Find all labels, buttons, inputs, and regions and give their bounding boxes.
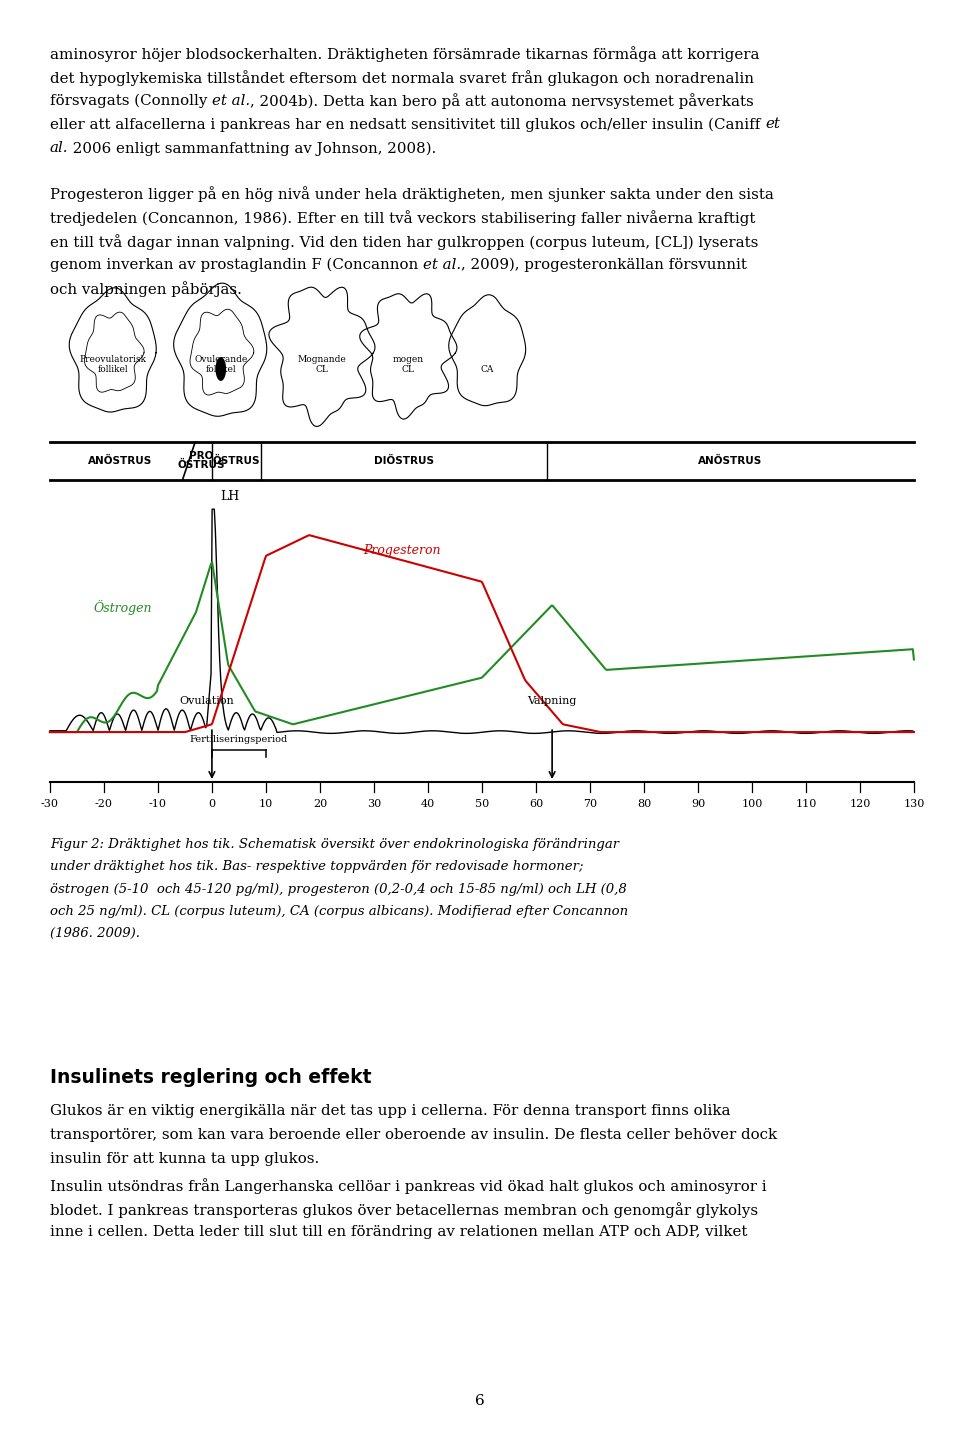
- Text: Insulin utsöndras från Langerhanska cellöar i pankreas vid ökad halt glukos och : Insulin utsöndras från Langerhanska cell…: [50, 1178, 766, 1194]
- Text: 50: 50: [475, 799, 489, 809]
- Text: försvagats (Connolly: försvagats (Connolly: [50, 94, 212, 108]
- Text: 90: 90: [691, 799, 705, 809]
- Text: Östrogen: Östrogen: [93, 600, 152, 615]
- Text: 70: 70: [583, 799, 597, 809]
- Text: 10: 10: [259, 799, 273, 809]
- Text: Ovulation: Ovulation: [180, 696, 234, 706]
- Text: under dräktighet hos tik. Bas- respektive toppvärden för redovisade hormoner;: under dräktighet hos tik. Bas- respektiv…: [50, 861, 584, 874]
- Text: DIÖSTRUS: DIÖSTRUS: [373, 456, 434, 465]
- Text: 120: 120: [850, 799, 871, 809]
- Text: Mognande
CL: Mognande CL: [298, 356, 346, 374]
- Text: 6: 6: [475, 1394, 485, 1408]
- Text: 60: 60: [529, 799, 543, 809]
- Text: ÖSTRUS: ÖSTRUS: [212, 456, 260, 465]
- Text: Insulinets reglering och effekt: Insulinets reglering och effekt: [50, 1068, 372, 1087]
- Text: Glukos är en viktig energikälla när det tas upp i cellerna. För denna transport : Glukos är en viktig energikälla när det …: [50, 1104, 731, 1119]
- Text: 80: 80: [636, 799, 651, 809]
- Text: aminosyror höjer blodsockerhalten. Dräktigheten försämrade tikarnas förmåga att : aminosyror höjer blodsockerhalten. Dräkt…: [50, 46, 759, 62]
- Text: blodet. I pankreas transporteras glukos över betacellernas membran och genomgår : blodet. I pankreas transporteras glukos …: [50, 1201, 758, 1218]
- Text: PRO
ÖSTRUS: PRO ÖSTRUS: [178, 451, 225, 471]
- Text: ANÖSTRUS: ANÖSTRUS: [88, 456, 153, 465]
- Text: Progesteron: Progesteron: [363, 544, 441, 557]
- Text: et al.: et al.: [423, 258, 461, 272]
- Text: 20: 20: [313, 799, 327, 809]
- Text: 40: 40: [420, 799, 435, 809]
- Text: Figur 2: Dräktighet hos tik. Schematisk översikt över endokrinologiska förändrin: Figur 2: Dräktighet hos tik. Schematisk …: [50, 838, 619, 851]
- Text: östrogen (5-10  och 45-120 pg/ml), progesteron (0,2-0,4 och 15-85 ng/ml) och LH : östrogen (5-10 och 45-120 pg/ml), proges…: [50, 883, 627, 896]
- Text: et al.: et al.: [212, 94, 251, 108]
- Text: (1986. 2009).: (1986. 2009).: [50, 927, 140, 940]
- Text: tredjedelen (Concannon, 1986). Efter en till två veckors stabilisering faller ni: tredjedelen (Concannon, 1986). Efter en …: [50, 210, 756, 226]
- Text: eller att alfacellerna i pankreas har en nedsatt sensitivitet till glukos och/el: eller att alfacellerna i pankreas har en…: [50, 117, 765, 131]
- Text: Ovulerande
follikel: Ovulerande follikel: [194, 356, 248, 374]
- Text: 0: 0: [208, 799, 215, 809]
- Text: -30: -30: [41, 799, 59, 809]
- Text: insulin för att kunna ta upp glukos.: insulin för att kunna ta upp glukos.: [50, 1152, 319, 1166]
- Text: al.: al.: [50, 141, 68, 156]
- Text: 100: 100: [741, 799, 762, 809]
- Text: 130: 130: [903, 799, 924, 809]
- Text: och 25 ng/ml). CL (corpus luteum), CA (corpus albicans). Modifierad efter Concan: och 25 ng/ml). CL (corpus luteum), CA (c…: [50, 904, 628, 919]
- Text: ANÖSTRUS: ANÖSTRUS: [698, 456, 762, 465]
- Text: en till två dagar innan valpning. Vid den tiden har gulkroppen (corpus luteum, [: en till två dagar innan valpning. Vid de…: [50, 233, 758, 251]
- Text: Valpning: Valpning: [527, 696, 577, 706]
- Text: inne i cellen. Detta leder till slut till en förändring av relationen mellan ATP: inne i cellen. Detta leder till slut til…: [50, 1225, 747, 1240]
- Text: Fertiliseringsperiod: Fertiliseringsperiod: [190, 736, 288, 744]
- Text: mogen
CL: mogen CL: [393, 356, 423, 374]
- Text: et: et: [765, 117, 780, 131]
- Text: -10: -10: [149, 799, 167, 809]
- Text: transportörer, som kan vara beroende eller oberoende av insulin. De flesta celle: transportörer, som kan vara beroende ell…: [50, 1129, 777, 1142]
- Text: 2006 enligt sammanfattning av Johnson, 2008).: 2006 enligt sammanfattning av Johnson, 2…: [68, 141, 437, 156]
- Text: och valpningen påbörjas.: och valpningen påbörjas.: [50, 281, 242, 298]
- Text: Progesteron ligger på en hög nivå under hela dräktigheten, men sjunker sakta und: Progesteron ligger på en hög nivå under …: [50, 186, 774, 203]
- Polygon shape: [215, 357, 227, 382]
- Text: LH: LH: [220, 490, 239, 503]
- Text: 30: 30: [367, 799, 381, 809]
- Text: , 2009), progesteronkällan försvunnit: , 2009), progesteronkällan försvunnit: [461, 258, 747, 272]
- Text: 110: 110: [795, 799, 817, 809]
- Text: -20: -20: [95, 799, 113, 809]
- Text: CA: CA: [481, 366, 494, 374]
- Text: det hypoglykemiska tillståndet eftersom det normala svaret från glukagon och nor: det hypoglykemiska tillståndet eftersom …: [50, 69, 754, 86]
- Text: Preovulatorisk
follikel: Preovulatorisk follikel: [80, 356, 147, 374]
- Text: , 2004b). Detta kan bero på att autonoma nervsystemet påverkats: , 2004b). Detta kan bero på att autonoma…: [251, 94, 754, 109]
- Text: genom inverkan av prostaglandin F (Concannon: genom inverkan av prostaglandin F (Conca…: [50, 258, 423, 272]
